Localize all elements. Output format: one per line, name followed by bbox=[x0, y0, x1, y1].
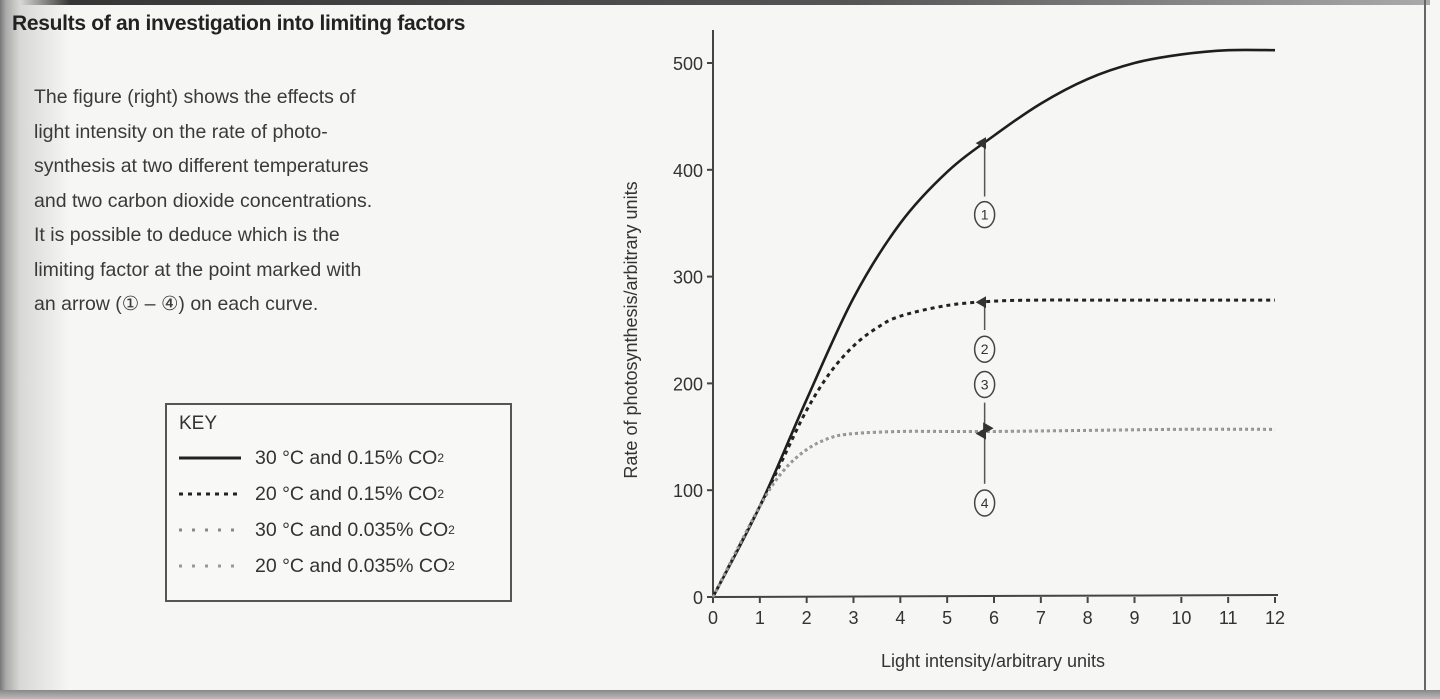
annotation-label: 4 bbox=[981, 495, 989, 511]
key-title: KEY bbox=[179, 413, 218, 434]
x-tick-label: 3 bbox=[848, 608, 858, 628]
paragraph-line: light intensity on the rate of photo- bbox=[34, 120, 328, 143]
x-tick-label: 4 bbox=[895, 608, 905, 628]
x-tick-label: 1 bbox=[755, 608, 765, 628]
y-tick-label: 0 bbox=[693, 588, 703, 608]
paragraph-line: and two carbon dioxide concentrations. bbox=[34, 189, 373, 212]
paragraph-line: an arrow (① – ④) on each curve. bbox=[34, 293, 319, 315]
y-tick-label: 300 bbox=[673, 268, 703, 288]
y-tick-label: 500 bbox=[673, 54, 703, 74]
page-right-border bbox=[1424, 0, 1426, 699]
x-tick-label: 10 bbox=[1171, 608, 1191, 628]
annotation-label: 3 bbox=[981, 376, 989, 392]
key-subscript: 2 bbox=[448, 523, 455, 537]
x-tick-label: 12 bbox=[1265, 608, 1285, 628]
paragraph-line: limiting factor at the point marked with bbox=[34, 258, 362, 281]
key-subscript: 2 bbox=[437, 451, 445, 465]
description-paragraph: The figure (right) shows the effects of … bbox=[34, 80, 494, 322]
key-label: 30 °C and 0.15% CO bbox=[255, 446, 438, 469]
page-top-border bbox=[0, 0, 1430, 5]
key-entry: 30 °C and 0.035% CO 2 bbox=[179, 515, 455, 545]
y-tick-label: 200 bbox=[673, 374, 703, 394]
x-tick-label: 6 bbox=[989, 608, 999, 628]
key-subscript: 2 bbox=[437, 487, 445, 501]
y-tick-label: 400 bbox=[673, 161, 703, 181]
x-tick-label: 2 bbox=[802, 608, 812, 628]
x-tick-label: 8 bbox=[1083, 608, 1093, 628]
paragraph-line: The figure (right) shows the effects of bbox=[34, 86, 356, 108]
x-axis-line bbox=[712, 594, 1279, 598]
x-tick-label: 0 bbox=[708, 608, 718, 628]
series-line-solid bbox=[711, 48, 1276, 598]
series-line-dotted-light bbox=[712, 428, 1276, 598]
chart-key: KEY 30 °C and 0.15% CO 2 20 °C and 0.15% … bbox=[165, 403, 512, 602]
annotation-circle bbox=[973, 200, 996, 229]
series-line-dotted bbox=[711, 427, 1276, 598]
key-label: 20 °C and 0.035% CO bbox=[255, 554, 449, 577]
series-line-dashed bbox=[711, 298, 1275, 598]
key-label: 30 °C and 0.035% CO bbox=[255, 518, 449, 541]
annotation-circle bbox=[973, 370, 996, 399]
section-heading: Results of an investigation into limitin… bbox=[12, 12, 466, 35]
page-bottom-border bbox=[0, 690, 1440, 699]
annotation-label: 1 bbox=[981, 207, 989, 223]
key-entry: 20 °C and 0.15% CO 2 bbox=[179, 479, 444, 509]
paragraph-line: It is possible to deduce which is the bbox=[34, 224, 340, 246]
x-tick-label: 7 bbox=[1036, 608, 1046, 628]
x-tick-label: 11 bbox=[1219, 608, 1238, 628]
y-tick-label: 100 bbox=[673, 481, 703, 501]
dashed-line-swatch bbox=[179, 492, 241, 496]
y-axis-label: Rate of photosynthesis/arbitrary units bbox=[621, 181, 641, 478]
x-tick-label: 5 bbox=[942, 608, 952, 628]
key-label: 20 °C and 0.15% CO bbox=[255, 482, 438, 505]
page-gutter-shadow bbox=[0, 0, 70, 699]
x-tick-label: 9 bbox=[1129, 608, 1139, 628]
annotation-circle bbox=[973, 335, 996, 363]
key-subscript: 2 bbox=[448, 559, 455, 573]
annotation-label: 2 bbox=[981, 341, 989, 357]
x-axis-label: Light intensity/arbitrary units bbox=[881, 651, 1105, 671]
key-entry: 20 °C and 0.035% CO 2 bbox=[179, 551, 455, 581]
solid-line-swatch bbox=[179, 456, 241, 460]
key-entry: 30 °C and 0.15% CO 2 bbox=[179, 443, 444, 473]
annotation-circle bbox=[973, 489, 996, 517]
paragraph-line: synthesis at two different temperatures bbox=[34, 155, 369, 177]
